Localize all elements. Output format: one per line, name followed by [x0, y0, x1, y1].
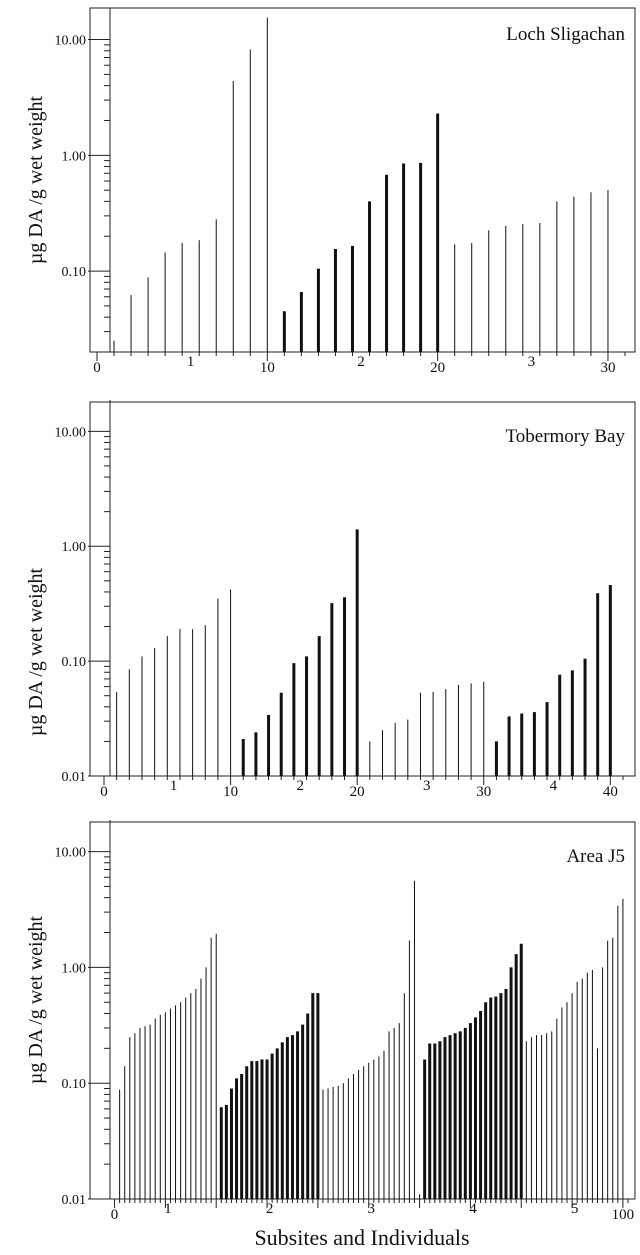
y-tick-label: 0.10 — [62, 265, 87, 280]
panel-tobermory-bay: Tobermory Bay µg DA /g wet weight 10.00 1… — [25, 400, 636, 800]
y-axis-label: µg DA /g wet weight — [25, 567, 47, 736]
y-tick-label: 10.00 — [55, 846, 87, 861]
x-tick-label: 0 — [100, 784, 108, 800]
plot-frame — [89, 821, 636, 1200]
y-tick-label: 0.10 — [62, 1077, 87, 1092]
x-tick-label: 2 — [266, 1201, 274, 1217]
x-axis-label: Subsites and Individuals — [254, 1225, 469, 1250]
x-tick-label: 30 — [476, 784, 491, 800]
y-tick-label: 0.01 — [62, 770, 87, 785]
panel-area-j5: Area J5 µg DA /g wet weight 10.00 1.00 0.1… — [25, 820, 636, 1223]
plot-frame — [89, 7, 636, 353]
y-axis-label: µg DA /g wet weight — [25, 915, 47, 1084]
x-tick-label: 2 — [296, 778, 304, 794]
x-tick-label: 0 — [93, 360, 101, 376]
y-axis-label: µg DA /g wet weight — [25, 95, 47, 264]
y-tick-label: 10.00 — [55, 34, 87, 49]
x-tick-label: 3 — [423, 778, 431, 794]
x-tick-label: 1 — [164, 1201, 172, 1217]
x-tick-label: 2 — [357, 354, 365, 370]
panel-title: Loch Sligachan — [506, 24, 625, 45]
x-tick-label: 3 — [528, 354, 536, 370]
x-tick-label: 4 — [550, 778, 558, 794]
x-tick-label: 10 — [223, 784, 238, 800]
x-tick-label: 5 — [571, 1201, 579, 1217]
x-tick-label: 1 — [187, 354, 195, 370]
x-tick-label: 1 — [170, 778, 178, 794]
y-tick-label: 0.01 — [62, 1193, 87, 1208]
x-tick-label: 3 — [368, 1201, 376, 1217]
x-tick-label: 40 — [603, 784, 618, 800]
x-tick-label: 30 — [600, 360, 615, 376]
y-tick-label: 1.00 — [62, 149, 87, 164]
x-tick-label: 100 — [612, 1207, 635, 1223]
y-tick-label: 1.00 — [62, 540, 87, 555]
y-tick-label: 0.10 — [62, 655, 87, 670]
y-tick-label: 10.00 — [55, 425, 87, 440]
panel-loch-sligachan: Loch Sligachan µg DA /g wet weight 10.00… — [25, 7, 636, 376]
panel-title: Area J5 — [566, 846, 625, 867]
x-tick-label: 10 — [260, 360, 275, 376]
x-tick-label: 4 — [469, 1201, 477, 1217]
y-tick-label: 1.00 — [62, 961, 87, 976]
x-tick-label: 20 — [430, 360, 445, 376]
x-tick-label: 20 — [350, 784, 365, 800]
plot-frame — [89, 401, 636, 777]
panel-title: Tobermory Bay — [505, 426, 625, 447]
x-tick-label: 0 — [111, 1207, 119, 1223]
